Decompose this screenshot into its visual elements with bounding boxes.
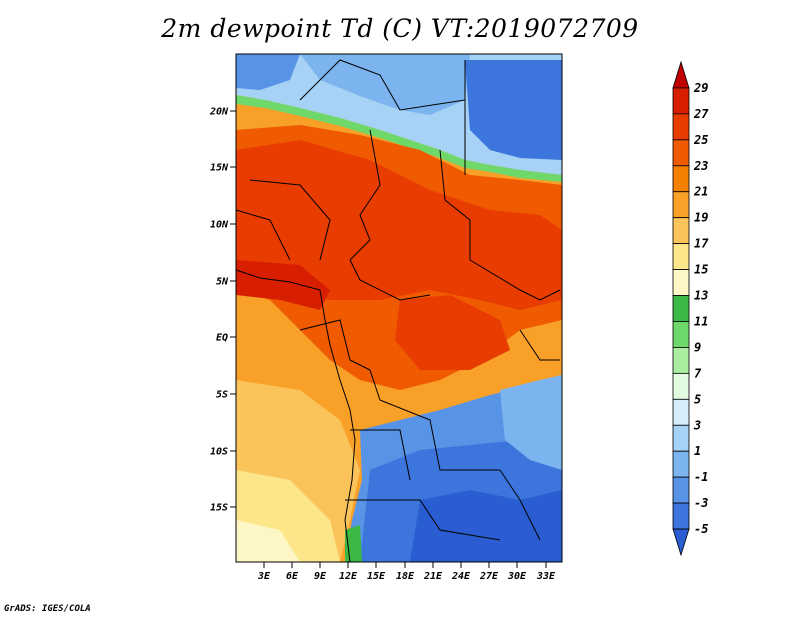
colorbar-label: 27 (693, 107, 709, 121)
lon-tick-label: 3E (257, 571, 271, 582)
lat-tick-label: 5S (216, 390, 228, 401)
colorbar-label: 1 (694, 444, 701, 458)
colorbar-label: 3 (693, 418, 701, 432)
lon-tick-label: 21E (423, 571, 443, 582)
colorbar-segment (672, 528, 690, 557)
colorbar-segment (672, 372, 690, 400)
colorbar-segment (672, 269, 690, 296)
colorbar-segment (672, 502, 690, 530)
colorbar-label: 23 (693, 159, 708, 173)
colorbar-segment (672, 87, 690, 115)
colorbar-segment (672, 191, 690, 219)
colorbar-segment (672, 60, 690, 89)
lat-tick-label: 5N (216, 277, 229, 288)
lon-tick-label: 27E (479, 571, 499, 582)
colorbar-label: 11 (694, 314, 708, 328)
colorbar-label: 19 (694, 211, 708, 225)
colorbar-segment (672, 113, 690, 141)
colorbar-label: 9 (694, 340, 701, 354)
colorbar-label: 15 (694, 263, 708, 277)
colorbar-label: -1 (694, 470, 708, 484)
colorbar-segment (672, 139, 690, 167)
lon-tick-label: 33E (536, 571, 556, 582)
lon-tick-label: 15E (367, 571, 386, 582)
colorbar-label: -3 (694, 496, 708, 510)
colorbar-label: 17 (694, 237, 709, 251)
lon-tick-label: 12E (339, 571, 358, 582)
map-frame (235, 53, 563, 563)
dewpoint-field (236, 54, 562, 562)
colorbar-label: 25 (693, 133, 708, 147)
map-title: 2m dewpoint Td (C) VT:2019072709 (161, 14, 639, 43)
latitude-axis: 20N 15N 10N 5N EQ 5S 10S 15S (209, 107, 236, 514)
lat-tick-label: EQ (216, 333, 228, 344)
colorbar-segment (672, 398, 690, 426)
colorbar-label: 29 (693, 81, 708, 95)
lon-tick-label: 9E (314, 571, 327, 582)
colorbar-segment (672, 347, 690, 374)
colorbar-segment (672, 217, 690, 245)
colorbar-segment (672, 321, 690, 348)
lon-tick-label: 30E (507, 571, 527, 582)
lon-tick-label: 18E (396, 571, 415, 582)
lon-tick-label: 6E (286, 571, 299, 582)
lat-tick-label: 15S (210, 503, 228, 514)
lon-tick-label: 24E (451, 571, 471, 582)
lat-tick-label: 10S (210, 447, 228, 458)
colorbar-label: 7 (694, 366, 702, 380)
colorbar-segment (672, 424, 690, 452)
colorbar-segment (672, 450, 690, 478)
grads-credit: GrADS: IGES/COLA (4, 604, 91, 614)
colorbar-label: 13 (694, 289, 708, 303)
colorbar-segment (672, 295, 690, 322)
lat-tick-label: 20N (209, 107, 229, 118)
colorbar-segment (672, 165, 690, 193)
colorbar: 29 27 25 23 21 19 17 15 13 11 9 7 5 3 1 -1 -3 -5 (672, 60, 709, 557)
lat-tick-label: 10N (210, 220, 229, 231)
colorbar-segment (672, 243, 690, 270)
colorbar-label: 5 (694, 392, 701, 406)
colorbar-label: -5 (694, 522, 708, 536)
longitude-axis: 3E 6E 9E 12E 15E 18E 21E 24E 27E 30E 33E (257, 562, 556, 582)
colorbar-segment (672, 476, 690, 504)
lat-tick-label: 15N (210, 163, 229, 174)
colorbar-label: 21 (693, 185, 708, 199)
